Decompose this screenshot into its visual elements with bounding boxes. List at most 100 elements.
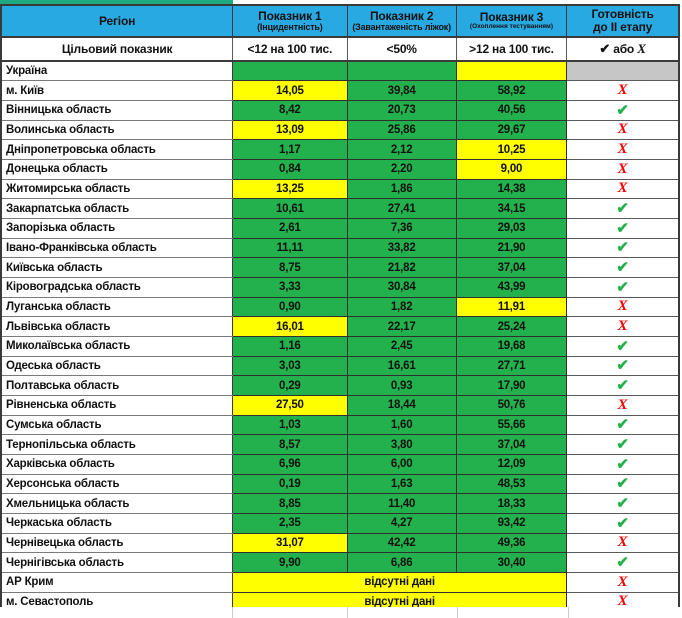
value-cell: 3,03 — [232, 355, 348, 377]
value-cell: 3,33 — [232, 276, 348, 298]
table-row: Харківська область 6,96 6,00 12,09 ✔ — [0, 453, 680, 475]
value-cell: 34,15 — [455, 198, 568, 219]
table-row: Закарпатська область 10,61 27,41 34,15 ✔ — [0, 198, 680, 219]
header-indicator-1: Показник 1 (Інцидентність) — [232, 4, 348, 38]
target-readiness-legend: ✔ або Х — [566, 36, 680, 62]
value-cell: 10,61 — [232, 198, 348, 219]
readiness-cell: ✔ — [566, 512, 680, 534]
readiness-cell: ✔ — [566, 453, 680, 475]
region-cell: Україна — [0, 60, 234, 82]
region-cell: Вінницька область — [0, 99, 234, 121]
readiness-cell: Х — [566, 158, 680, 180]
value-cell: 14,05 — [232, 80, 348, 101]
region-cell: Волинська область — [0, 119, 234, 141]
value-cell: 18,44 — [346, 394, 457, 416]
value-cell: 2,61 — [232, 217, 348, 239]
value-cell: 0,19 — [232, 473, 348, 495]
value-cell: 58,92 — [455, 80, 568, 101]
value-cell: 1,60 — [346, 414, 457, 436]
table-row: Житомирська область 13,25 1,86 14,38 Х — [0, 178, 680, 200]
region-cell: Черкаська область — [0, 512, 234, 534]
region-cell: Херсонська область — [0, 473, 234, 495]
table-row: Тернопільська область 8,57 3,80 37,04 ✔ — [0, 434, 680, 455]
value-cell: 40,56 — [455, 99, 568, 121]
value-cell: 13,09 — [232, 119, 348, 141]
target-row-label: Цільовий показник — [0, 36, 234, 62]
value-cell: 2,12 — [346, 139, 457, 160]
value-cell: 1,16 — [232, 335, 348, 357]
region-cell: Харківська область — [0, 453, 234, 475]
cross-icon: Х — [617, 534, 628, 551]
table-row: Львівська область 16,01 22,17 25,24 Х — [0, 316, 680, 337]
value-cell: 8,85 — [232, 493, 348, 514]
value-cell: 1,03 — [232, 414, 348, 436]
region-cell: Луганська область — [0, 296, 234, 318]
check-icon: ✔ — [616, 377, 629, 395]
check-icon: ✔ — [616, 101, 629, 119]
readiness-cell: ✔ — [566, 237, 680, 259]
value-cell: 27,50 — [232, 394, 348, 416]
value-cell: 21,90 — [455, 237, 568, 259]
readiness-cell: ✔ — [566, 473, 680, 495]
cross-icon: Х — [617, 318, 628, 335]
value-cell: 27,41 — [346, 198, 457, 219]
value-cell: 11,11 — [232, 237, 348, 259]
gridline — [457, 607, 458, 618]
table-row: Чернігівська область 9,90 6,86 30,40 ✔ — [0, 552, 680, 573]
value-cell: 50,76 — [455, 394, 568, 416]
region-cell: Івано-Франківська область — [0, 237, 234, 259]
table-row: Волинська область 13,09 25,86 29,67 Х — [0, 119, 680, 141]
readiness-cell: ✔ — [566, 493, 680, 514]
value-cell: 0,90 — [232, 296, 348, 318]
check-icon: ✔ — [616, 436, 629, 454]
cross-icon: Х — [617, 298, 628, 315]
readiness-cell: Х — [566, 394, 680, 416]
header-region-label: Регіон — [99, 13, 136, 28]
region-cell: Сумська область — [0, 414, 234, 436]
readiness-cell: ✔ — [566, 198, 680, 219]
check-icon: ✔ — [616, 259, 629, 277]
region-cell: Львівська область — [0, 316, 234, 337]
table-row: Донецька область 0,84 2,20 9,00 Х — [0, 158, 680, 180]
readiness-cell: Х — [566, 139, 680, 160]
value-cell: 0,29 — [232, 375, 348, 396]
check-icon: ✔ — [616, 514, 629, 532]
readiness-cell: Х — [566, 532, 680, 554]
header-indicator-1-subtitle: (Інцидентність) — [257, 21, 323, 32]
region-cell: Дніпропетровська область — [0, 139, 234, 160]
value-cell: 33,82 — [346, 237, 457, 259]
value-cell: 8,75 — [232, 257, 348, 278]
region-cell: Чернігівська область — [0, 552, 234, 573]
cross-icon: Х — [637, 41, 646, 56]
value-cell: 39,84 — [346, 80, 457, 101]
table-row: Україна — [0, 60, 680, 82]
value-cell: 2,45 — [346, 335, 457, 357]
value-cell: 27,71 — [455, 355, 568, 377]
value-cell: 22,17 — [346, 316, 457, 337]
cross-icon: Х — [617, 180, 628, 197]
header-indicator-3-subtitle: (Охоплення тестуванням) — [469, 22, 554, 30]
cross-icon: Х — [617, 396, 628, 413]
value-cell: 16,01 — [232, 316, 348, 337]
readiness-cell: ✔ — [566, 434, 680, 455]
value-cell: 30,84 — [346, 276, 457, 298]
readiness-cell: ✔ — [566, 276, 680, 298]
check-icon: ✔ — [616, 475, 629, 493]
region-cell: АР Крим — [0, 571, 234, 593]
check-icon: ✔ — [616, 455, 629, 473]
target-indicator-3: >12 на 100 тис. — [455, 36, 568, 62]
value-cell: 14,38 — [455, 178, 568, 200]
value-cell: 1,63 — [346, 473, 457, 495]
check-icon: ✔ — [616, 357, 629, 375]
readiness-cell: Х — [566, 316, 680, 337]
cross-icon: Х — [617, 160, 628, 177]
value-cell: 7,36 — [346, 217, 457, 239]
table-row: Черкаська область 2,35 4,27 93,42 ✔ — [0, 512, 680, 534]
gridline — [568, 607, 569, 618]
header-indicator-3-title: Показник 3 — [479, 10, 544, 25]
or-word: або — [613, 42, 635, 56]
table-row: Херсонська область 0,19 1,63 48,53 ✔ — [0, 473, 680, 495]
value-cell: 25,24 — [455, 316, 568, 337]
value-cell: 19,68 — [455, 335, 568, 357]
